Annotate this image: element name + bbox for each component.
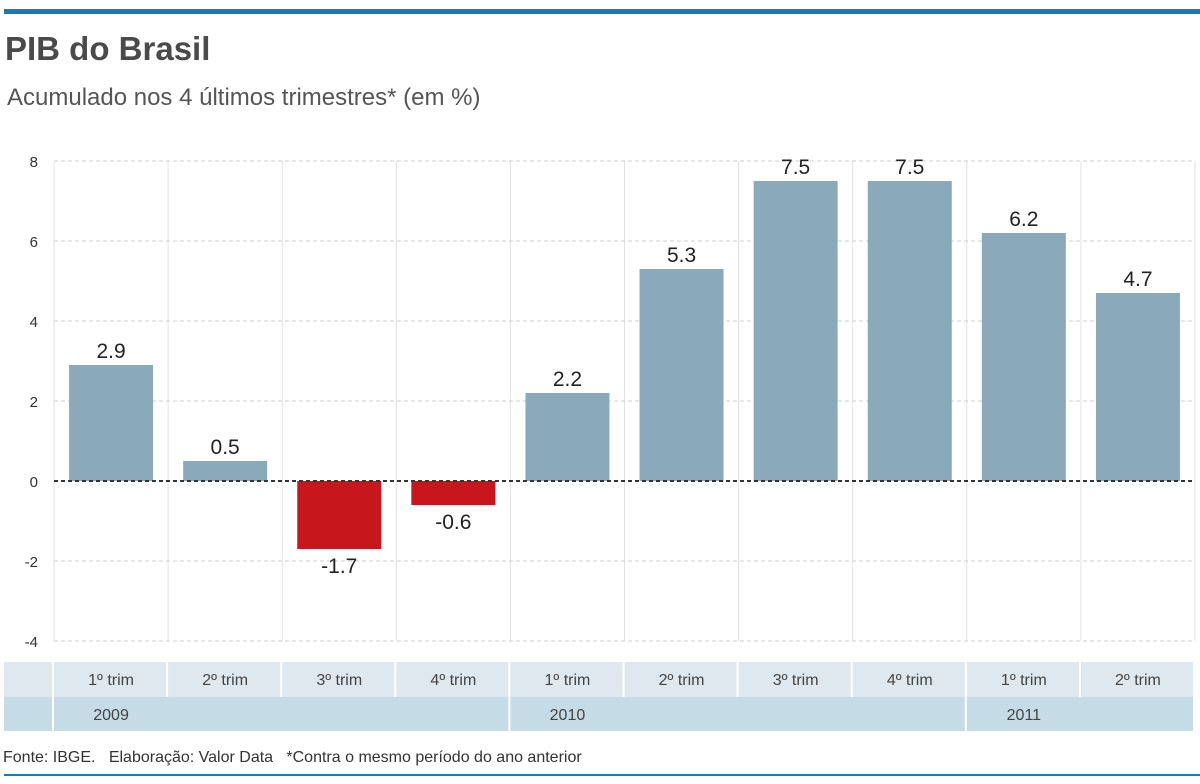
category-label: 3º trim [773, 672, 819, 689]
year-row-corner [4, 697, 52, 731]
bar [183, 461, 268, 481]
bar [981, 233, 1066, 481]
data-label: 6.2 [1009, 208, 1038, 231]
bar [867, 181, 952, 481]
bar [411, 481, 496, 505]
category-cell [396, 662, 509, 697]
year-label: 2009 [93, 707, 129, 724]
category-label: 2º trim [659, 672, 705, 689]
top-accent-line [4, 9, 1200, 14]
category-label: 1º trim [545, 672, 591, 689]
year-cell [510, 697, 965, 731]
category-label: 2º trim [1115, 672, 1161, 689]
bar [69, 365, 154, 481]
category-cell [168, 662, 281, 697]
category-label: 3º trim [316, 672, 362, 689]
year-cell [54, 697, 509, 731]
chart-title: PIB do Brasil [5, 30, 211, 67]
y-tick-label: 0 [30, 474, 38, 491]
data-label: 2.9 [96, 340, 125, 363]
data-label: 7.5 [895, 156, 924, 179]
bottom-accent-line [4, 774, 1200, 776]
chart-subtitle: Acumulado nos 4 últimos trimestres* (em … [7, 84, 481, 111]
footer-source: Fonte: IBGE. Elaboração: Valor Data *Con… [3, 749, 582, 766]
category-label: 1º trim [88, 672, 134, 689]
bar [753, 181, 838, 481]
data-label: -1.7 [321, 555, 357, 578]
bar [1095, 293, 1180, 481]
category-row-corner [4, 662, 52, 697]
data-label: 4.7 [1123, 268, 1152, 291]
category-cell [54, 662, 167, 697]
y-tick-label: 8 [30, 154, 38, 171]
bar [297, 481, 382, 549]
category-cell [282, 662, 395, 697]
year-label: 2011 [1007, 707, 1042, 724]
data-label: -0.6 [435, 511, 471, 534]
data-label: 2.2 [553, 368, 582, 391]
category-label: 1º trim [1001, 672, 1047, 689]
year-cell [966, 697, 1193, 731]
category-cell [624, 662, 737, 697]
category-cell [510, 662, 623, 697]
category-cell [852, 662, 965, 697]
y-tick-label: 4 [30, 314, 38, 331]
category-label: 4º trim [887, 672, 933, 689]
y-tick-label: -2 [25, 554, 38, 571]
category-cell [1080, 662, 1193, 697]
year-label: 2010 [550, 707, 586, 724]
category-cell [966, 662, 1079, 697]
data-label: 5.3 [667, 244, 696, 267]
category-label: 2º trim [202, 672, 248, 689]
bar [639, 269, 724, 481]
category-cell [738, 662, 851, 697]
bar [525, 393, 610, 481]
category-label: 4º trim [430, 672, 476, 689]
y-tick-label: 2 [30, 394, 38, 411]
y-tick-label: 6 [30, 234, 38, 251]
y-tick-label: -4 [25, 634, 38, 651]
data-label: 0.5 [211, 436, 240, 459]
data-label: 7.5 [781, 156, 810, 179]
